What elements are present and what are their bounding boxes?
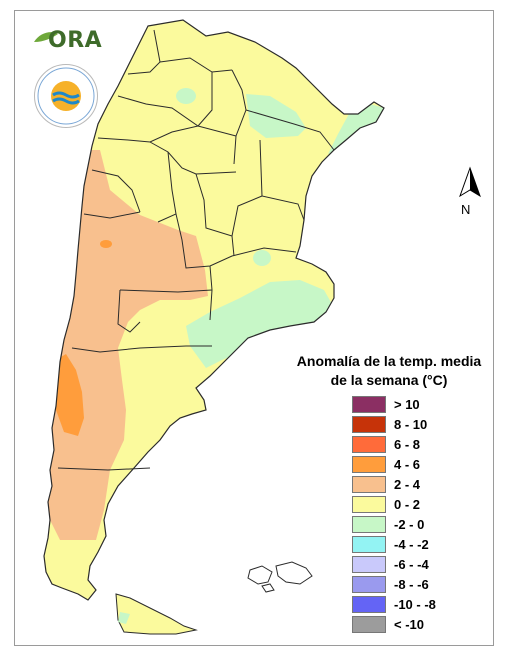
- legend-label: > 10: [394, 397, 420, 412]
- smn-logo: [34, 64, 98, 128]
- anomaly-neg-2-0-misiones: [328, 104, 384, 154]
- legend-label: < -10: [394, 617, 424, 632]
- legend-label: -6 - -4: [394, 557, 429, 572]
- anomaly-neg-2-0-tdf: [118, 612, 130, 624]
- legend-item: -6 - -4: [352, 556, 472, 574]
- legend-swatch: [352, 456, 386, 473]
- legend-swatch: [352, 476, 386, 493]
- legend-swatch: [352, 616, 386, 633]
- legend-label: -8 - -6: [394, 577, 429, 592]
- legend-item: 0 - 2: [352, 496, 472, 514]
- anomaly-4-6-south: [56, 354, 84, 436]
- legend-swatch: [352, 416, 386, 433]
- anomaly-neg-2-0-east: [186, 280, 332, 368]
- legend-item: -4 - -2: [352, 536, 472, 554]
- legend-swatch: [352, 396, 386, 413]
- legend-item: 6 - 8: [352, 436, 472, 454]
- anomaly-4-6-small: [100, 240, 112, 248]
- legend-item: -10 - -8: [352, 596, 472, 614]
- anomaly-neg-2-0-small-1: [176, 88, 196, 104]
- legend-label: 0 - 2: [394, 497, 421, 512]
- malvinas-islands: [247, 561, 313, 593]
- ora-logo: ORA: [30, 24, 103, 60]
- legend-label: -4 - -2: [394, 537, 429, 552]
- legend-item: 8 - 10: [352, 416, 472, 434]
- north-arrow-icon: [459, 166, 481, 198]
- anomaly-2-4-west: [44, 150, 208, 540]
- legend-swatch: [352, 596, 386, 613]
- legend-swatch: [352, 496, 386, 513]
- smn-emblem-icon: [37, 67, 95, 125]
- legend-item: -8 - -6: [352, 576, 472, 594]
- legend-item: 2 - 4: [352, 476, 472, 494]
- north-arrow: N: [456, 166, 486, 218]
- legend-title-line-2: de la semana (°C): [330, 372, 448, 388]
- legend-label: 8 - 10: [394, 417, 428, 432]
- legend-label: 4 - 6: [394, 457, 421, 472]
- legend-swatch: [352, 516, 386, 533]
- legend-label: 6 - 8: [394, 437, 421, 452]
- leaf-icon: [34, 32, 58, 42]
- legend-title-line-1: Anomalía de la temp. media: [296, 353, 482, 369]
- legend-label: 2 - 4: [394, 477, 421, 492]
- legend-swatch: [352, 536, 386, 553]
- north-label: N: [461, 202, 471, 217]
- anomaly-neg-2-0-small-2: [253, 250, 271, 266]
- province-borders: [57, 29, 335, 471]
- anomaly-fields: [44, 88, 384, 540]
- tierra-del-fuego: [115, 593, 198, 635]
- legend-title: Anomalía de la temp. media de la semana …: [274, 352, 504, 390]
- legend-item: -2 - 0: [352, 516, 472, 534]
- legend-item: < -10: [352, 616, 472, 634]
- legend-label: -10 - -8: [394, 597, 436, 612]
- legend-swatch: [352, 576, 386, 593]
- legend-swatch: [352, 556, 386, 573]
- legend-item: > 10: [352, 396, 472, 414]
- legend-swatch: [352, 436, 386, 453]
- anomaly-neg-2-0-north: [246, 94, 306, 138]
- legend-label: -2 - 0: [394, 517, 425, 532]
- legend-item: 4 - 6: [352, 456, 472, 474]
- ora-logo-text: ORA: [48, 28, 103, 53]
